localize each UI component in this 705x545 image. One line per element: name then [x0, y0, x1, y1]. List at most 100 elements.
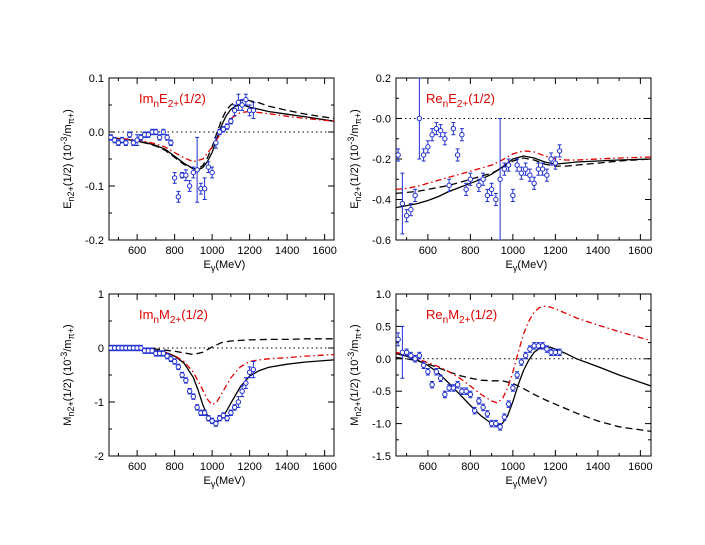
data-point: [548, 152, 554, 166]
xlabel-gamma: γ: [211, 479, 216, 489]
x-tick-label: 1400: [586, 461, 610, 473]
data-point: [235, 396, 242, 408]
data-point: [250, 361, 257, 379]
data-point: [480, 403, 486, 412]
data-point: [138, 344, 144, 352]
data-point: [556, 348, 563, 357]
data-point: [522, 351, 529, 360]
y-tick-label: -0.4: [372, 195, 391, 207]
data-point: [488, 182, 495, 196]
data-point: [484, 410, 491, 418]
x-tick-label: 800: [461, 245, 479, 257]
x-tick-label: 800: [165, 245, 183, 257]
data-point: [420, 148, 427, 162]
ylabel-symbol: M: [349, 417, 361, 426]
x-tick-label: 600: [419, 245, 437, 257]
title-suffix: (1/2): [181, 307, 208, 322]
data-point: [153, 128, 159, 136]
x-tick-label: 1000: [501, 245, 525, 257]
data-point: [501, 162, 508, 176]
data-point: [186, 180, 193, 192]
data-point: [201, 177, 208, 200]
data-point: [442, 390, 448, 399]
y-axis-label: En2+(1/2) (10-3/mπ+): [59, 109, 76, 209]
xlabel-unit: (MeV): [517, 259, 547, 271]
x-tick-label: 1400: [586, 245, 610, 257]
ylabel-over-m: /m: [62, 124, 74, 136]
series-solid: [109, 347, 334, 424]
ylabel-exp: -3: [59, 137, 69, 145]
ylabel-sub-n: n: [66, 412, 76, 417]
x-tick-label: 1000: [200, 461, 224, 473]
data-point: [433, 368, 440, 376]
ylabel-mid: (1/2) (10: [62, 360, 74, 402]
title-symbol: M: [159, 307, 170, 322]
y-tick-label: -0.5: [372, 386, 391, 398]
panel-2: 600 800 1000 1200 1400 1600 -0.6 -0.4 -0.2 -0.0 0.…: [346, 73, 653, 273]
ylabel-mid: (1/2) (10: [62, 145, 74, 187]
series-dashed: [109, 338, 334, 356]
data-point: [510, 188, 516, 203]
ylabel-sub-2plus: 2+: [66, 401, 76, 411]
title-sub-n: n: [443, 99, 449, 110]
x-tick-label: 1000: [200, 245, 224, 257]
data-point: [518, 166, 525, 180]
y-axis-label: En2+(1/2) (10-3/mπ+): [346, 109, 363, 209]
title-prefix: Im: [139, 91, 153, 106]
x-tick-label: 600: [128, 245, 146, 257]
data-point: [175, 363, 182, 371]
data-point: [168, 139, 174, 146]
x-tick-label: 1200: [237, 245, 261, 257]
title-sub-2plus: 2+: [170, 315, 182, 326]
xlabel-e: E: [506, 259, 513, 271]
data-point: [437, 124, 444, 138]
xlabel-gamma: γ: [513, 479, 518, 489]
xlabel-gamma: γ: [513, 263, 518, 273]
data-point: [527, 168, 533, 182]
x-axis-label: Eγ(MeV): [204, 259, 246, 273]
data-point: [425, 368, 431, 376]
series-dashdot: [396, 305, 651, 404]
data-point: [429, 128, 435, 142]
xlabel-unit: (MeV): [215, 475, 245, 487]
data-point: [201, 409, 208, 416]
title-symbol: M: [448, 307, 459, 322]
title-sub-n: n: [153, 99, 159, 110]
data-point: [527, 345, 533, 353]
data-point: [497, 118, 503, 240]
series-dashdot: [396, 150, 651, 191]
data-point: [412, 188, 418, 203]
data-point: [243, 377, 249, 389]
data-point: [224, 123, 230, 130]
series-dashed: [396, 157, 651, 195]
ylabel-sub-pi: π+: [353, 113, 363, 124]
x-tick-label: 1600: [312, 461, 336, 473]
data-point: [416, 78, 423, 160]
data-point: [179, 172, 185, 179]
data-point: [205, 161, 212, 173]
data-point: [539, 342, 546, 350]
data-point: [425, 140, 431, 154]
ylabel-sub-pi: π+: [66, 328, 76, 339]
data-point: [111, 344, 118, 352]
y-tick-label: 1.0: [376, 289, 391, 301]
data-point: [190, 166, 197, 179]
data-point: [442, 132, 448, 146]
ylabel-exp: -3: [346, 352, 356, 360]
x-tick-label: 1600: [628, 245, 652, 257]
xlabel-unit: (MeV): [517, 475, 547, 487]
data-point: [179, 371, 185, 379]
x-tick-label: 1600: [312, 245, 336, 257]
title-symbol: E: [159, 91, 168, 106]
y-axis-label: Mn2+(1/2) (10-3/mπ+): [59, 324, 76, 425]
ylabel-close: ): [62, 109, 74, 113]
x-tick-label: 600: [128, 461, 146, 473]
y-tick-label: -0.0: [372, 114, 391, 126]
data-point: [246, 366, 253, 379]
data-point: [450, 384, 457, 392]
data-point: [235, 93, 242, 111]
y-tick-label: 0.5: [376, 321, 391, 333]
xlabel-unit: (MeV): [215, 259, 245, 271]
panel-3: 600 800 1000 1200 1400 1600-2-101ImnM2+(1/2)E…: [59, 289, 337, 489]
